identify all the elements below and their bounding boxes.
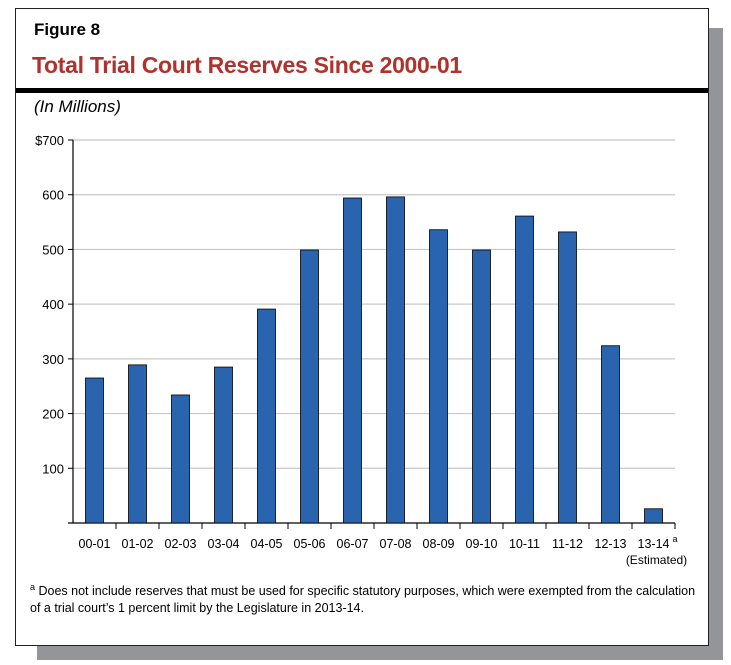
y-tick-label: 200 [42, 407, 64, 422]
y-tick-label: 100 [42, 461, 64, 476]
bar-09-10 [472, 249, 491, 524]
bar-06-07 [343, 197, 362, 524]
bar-05-06 [300, 249, 319, 524]
bar-12-13 [601, 345, 620, 524]
y-tick-label: 500 [42, 242, 64, 257]
bar-00-01 [85, 377, 104, 524]
x-tick-superscript: a [673, 534, 678, 544]
x-tick-label: 01-02 [122, 537, 154, 551]
figure-label: Figure 8 [34, 20, 101, 39]
bar-11-12 [558, 231, 577, 524]
x-tick-label: 02-03 [165, 537, 197, 551]
x-tick-label: 11-12 [552, 537, 583, 551]
units-label: (In Millions) [34, 97, 121, 116]
footnote: a Does not include reserves that must be… [30, 579, 700, 617]
footnote-marker: a [30, 582, 36, 592]
bar-13-14 [644, 508, 663, 524]
x-tick-label: 05-06 [294, 537, 326, 551]
y-tick-label: 600 [42, 188, 64, 203]
bar-02-03 [171, 394, 190, 524]
header-divider [16, 88, 708, 93]
x-tick-label: 09-10 [466, 537, 498, 551]
x-tick-label: 12-13 [595, 537, 627, 551]
y-tick-label: 400 [42, 297, 64, 312]
x-tick-label: 13-14 [638, 537, 670, 551]
figure-frame: Figure 8 Total Trial Court Reserves Sinc… [15, 8, 709, 646]
x-tick-label: 03-04 [208, 537, 240, 551]
x-tick-label: 06-07 [337, 537, 369, 551]
x-tick-label: 04-05 [251, 537, 283, 551]
footnote-text: Does not include reserves that must be u… [30, 584, 696, 616]
x-tick-note: (Estimated) [626, 553, 687, 567]
x-tick-label: 08-09 [423, 537, 455, 551]
bar-03-04 [214, 366, 233, 524]
y-tick-label: 300 [42, 352, 64, 367]
bar-04-05 [257, 308, 276, 524]
x-tick-label: 00-01 [79, 537, 111, 551]
y-tick-label: $700 [35, 133, 64, 148]
x-tick-label: 10-11 [509, 537, 540, 551]
chart-title: Total Trial Court Reserves Since 2000-01 [32, 52, 462, 78]
bar-07-08 [386, 196, 405, 524]
x-tick-label: 07-08 [380, 537, 412, 551]
bar-10-11 [515, 215, 534, 524]
bar-08-09 [429, 229, 448, 524]
bar-01-02 [128, 364, 147, 524]
